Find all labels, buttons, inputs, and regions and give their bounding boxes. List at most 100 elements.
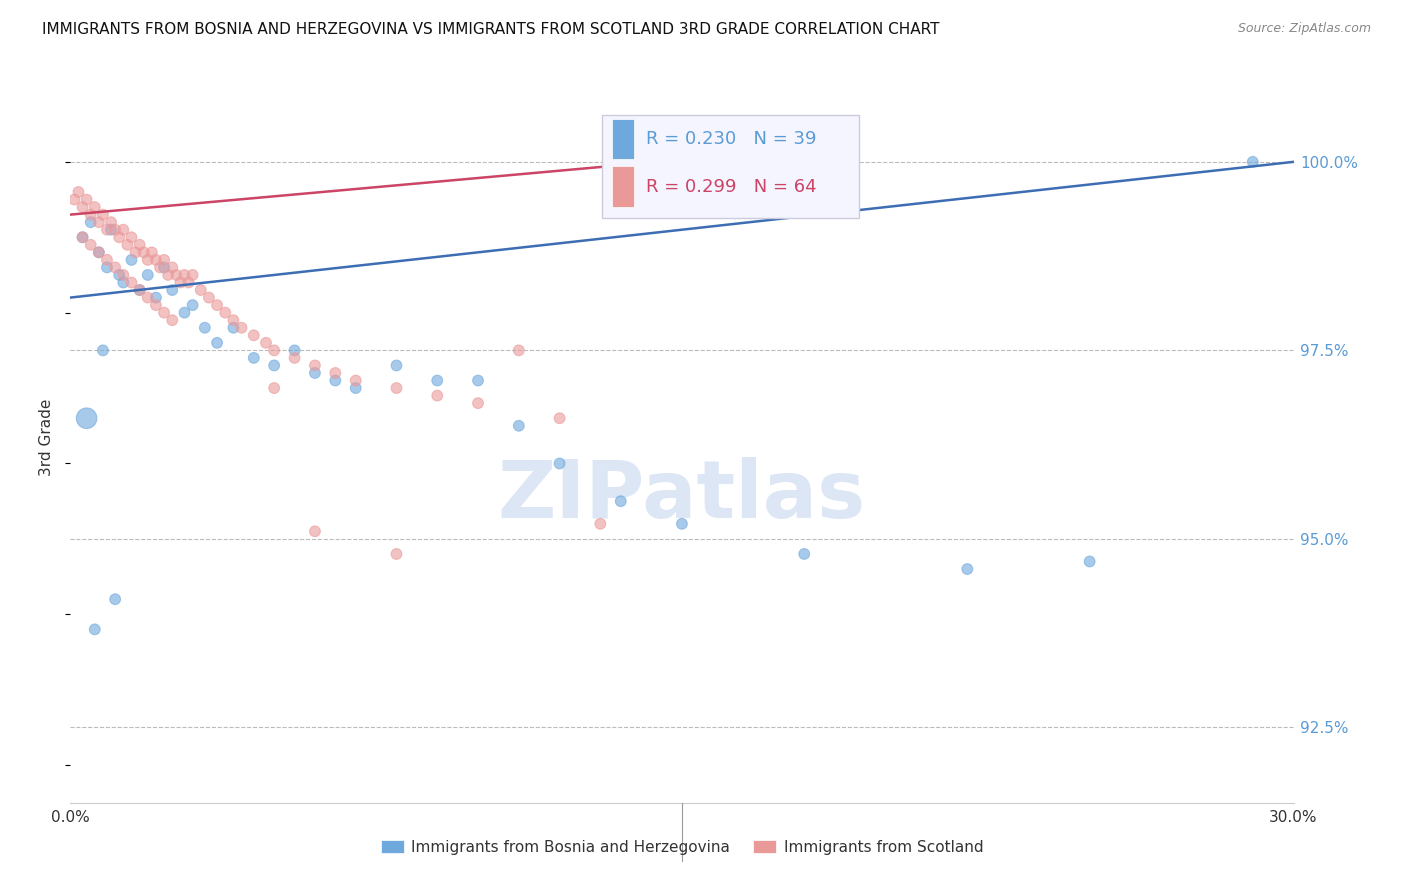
Point — [79, 215, 103, 229]
Point — [304, 359, 326, 373]
Point — [1078, 554, 1101, 568]
Point — [72, 230, 94, 244]
Point — [323, 374, 347, 388]
Point — [426, 374, 449, 388]
Legend: Immigrants from Bosnia and Herzegovina, Immigrants from Scotland: Immigrants from Bosnia and Herzegovina, … — [374, 834, 990, 861]
Point — [83, 200, 105, 214]
Point — [121, 230, 143, 244]
Point — [112, 268, 135, 282]
Point — [153, 252, 176, 267]
Point — [304, 524, 326, 539]
Point — [222, 320, 245, 334]
Point — [426, 389, 449, 403]
Point — [104, 260, 127, 275]
Point — [100, 215, 122, 229]
Y-axis label: 3rd Grade: 3rd Grade — [39, 399, 55, 475]
Point — [128, 283, 150, 297]
Point — [169, 276, 191, 290]
Point — [263, 359, 285, 373]
Point — [67, 185, 90, 199]
Text: Source: ZipAtlas.com: Source: ZipAtlas.com — [1237, 22, 1371, 36]
Point — [222, 313, 245, 327]
Point — [162, 260, 183, 275]
Point — [671, 516, 693, 531]
Point — [263, 381, 285, 395]
Point — [181, 268, 204, 282]
Point — [87, 215, 110, 229]
Point — [263, 343, 285, 358]
Point — [132, 245, 155, 260]
Point — [508, 418, 530, 433]
Point — [136, 252, 159, 267]
Point — [467, 374, 489, 388]
Point — [72, 200, 94, 214]
Point — [149, 260, 172, 275]
Text: R = 0.299   N = 64: R = 0.299 N = 64 — [647, 178, 817, 195]
Point — [141, 245, 163, 260]
Text: R = 0.230   N = 39: R = 0.230 N = 39 — [647, 130, 817, 148]
Point — [128, 237, 150, 252]
Point — [96, 223, 118, 237]
Point — [108, 268, 131, 282]
Point — [254, 335, 277, 350]
Point — [121, 276, 143, 290]
Point — [100, 223, 122, 237]
Point — [467, 396, 489, 410]
Point — [79, 208, 103, 222]
Point — [194, 320, 217, 334]
Point — [344, 374, 367, 388]
Point — [104, 592, 127, 607]
Point — [124, 245, 146, 260]
Point — [112, 223, 135, 237]
Point — [344, 381, 367, 395]
Point — [63, 193, 86, 207]
Point — [104, 223, 127, 237]
Point — [385, 381, 408, 395]
Point — [548, 411, 571, 425]
Point — [121, 252, 143, 267]
Point — [76, 193, 98, 207]
Point — [108, 230, 131, 244]
Point — [162, 283, 183, 297]
Point — [96, 260, 118, 275]
Point — [793, 547, 815, 561]
Point — [214, 306, 236, 320]
FancyBboxPatch shape — [612, 119, 634, 159]
Point — [190, 283, 212, 297]
Point — [304, 366, 326, 380]
Point — [79, 237, 103, 252]
Point — [91, 343, 114, 358]
Point — [136, 291, 159, 305]
Point — [136, 268, 159, 282]
Point — [198, 291, 221, 305]
FancyBboxPatch shape — [612, 167, 634, 207]
Point — [153, 260, 176, 275]
Point — [157, 268, 180, 282]
Point — [145, 291, 167, 305]
Point — [508, 343, 530, 358]
Point — [87, 245, 110, 260]
Point — [243, 351, 266, 365]
Point — [323, 366, 347, 380]
Point — [87, 245, 110, 260]
Point — [385, 547, 408, 561]
FancyBboxPatch shape — [602, 115, 859, 218]
Point — [956, 562, 979, 576]
Point — [548, 457, 571, 471]
Point — [177, 276, 200, 290]
Point — [76, 411, 98, 425]
Point — [205, 335, 228, 350]
Point — [162, 313, 183, 327]
Point — [72, 230, 94, 244]
Point — [96, 252, 118, 267]
Point — [181, 298, 204, 312]
Point — [1241, 154, 1264, 169]
Point — [231, 320, 253, 334]
Point — [243, 328, 266, 343]
Point — [145, 298, 167, 312]
Point — [153, 306, 176, 320]
Point — [117, 237, 139, 252]
Point — [83, 623, 105, 637]
Point — [610, 494, 633, 508]
Point — [589, 516, 612, 531]
